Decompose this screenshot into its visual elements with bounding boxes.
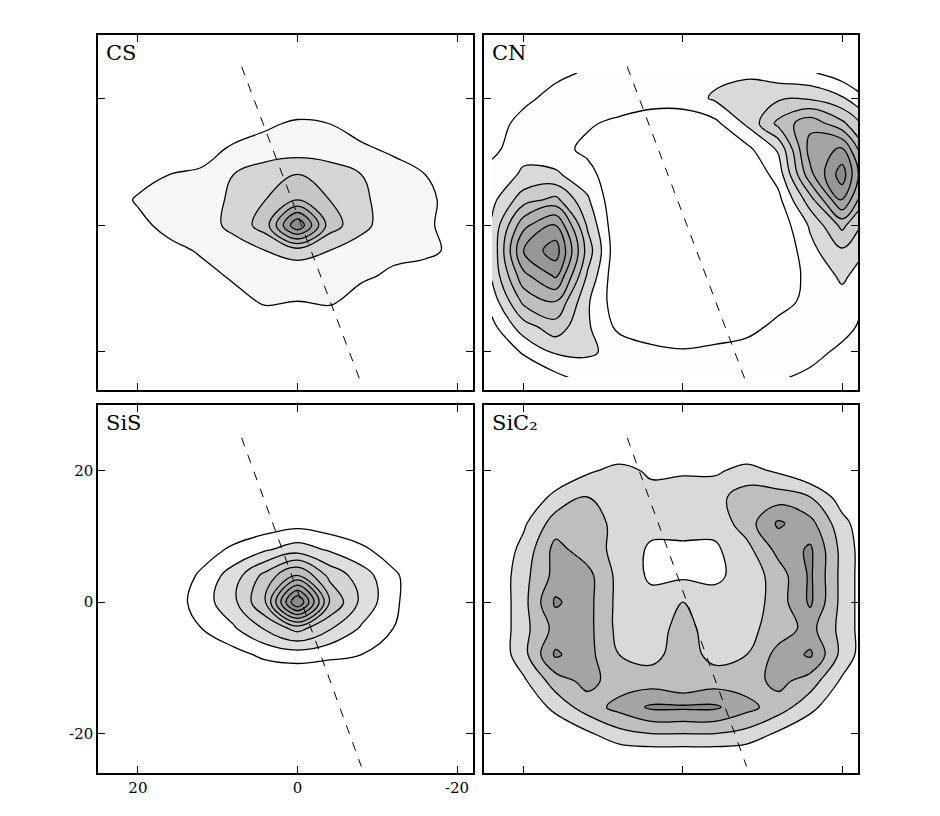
svg-text:-20: -20 (69, 725, 93, 743)
svg-text:SiS: SiS (106, 411, 142, 435)
svg-text:0: 0 (84, 593, 94, 611)
svg-text:20: 20 (128, 779, 147, 797)
svg-text:-20: -20 (445, 779, 469, 797)
svg-text:0: 0 (293, 779, 303, 797)
svg-text:20: 20 (74, 462, 93, 480)
svg-text:SiC₂: SiC₂ (492, 411, 538, 435)
svg-text:CS: CS (106, 41, 136, 65)
svg-text:CN: CN (492, 41, 526, 65)
